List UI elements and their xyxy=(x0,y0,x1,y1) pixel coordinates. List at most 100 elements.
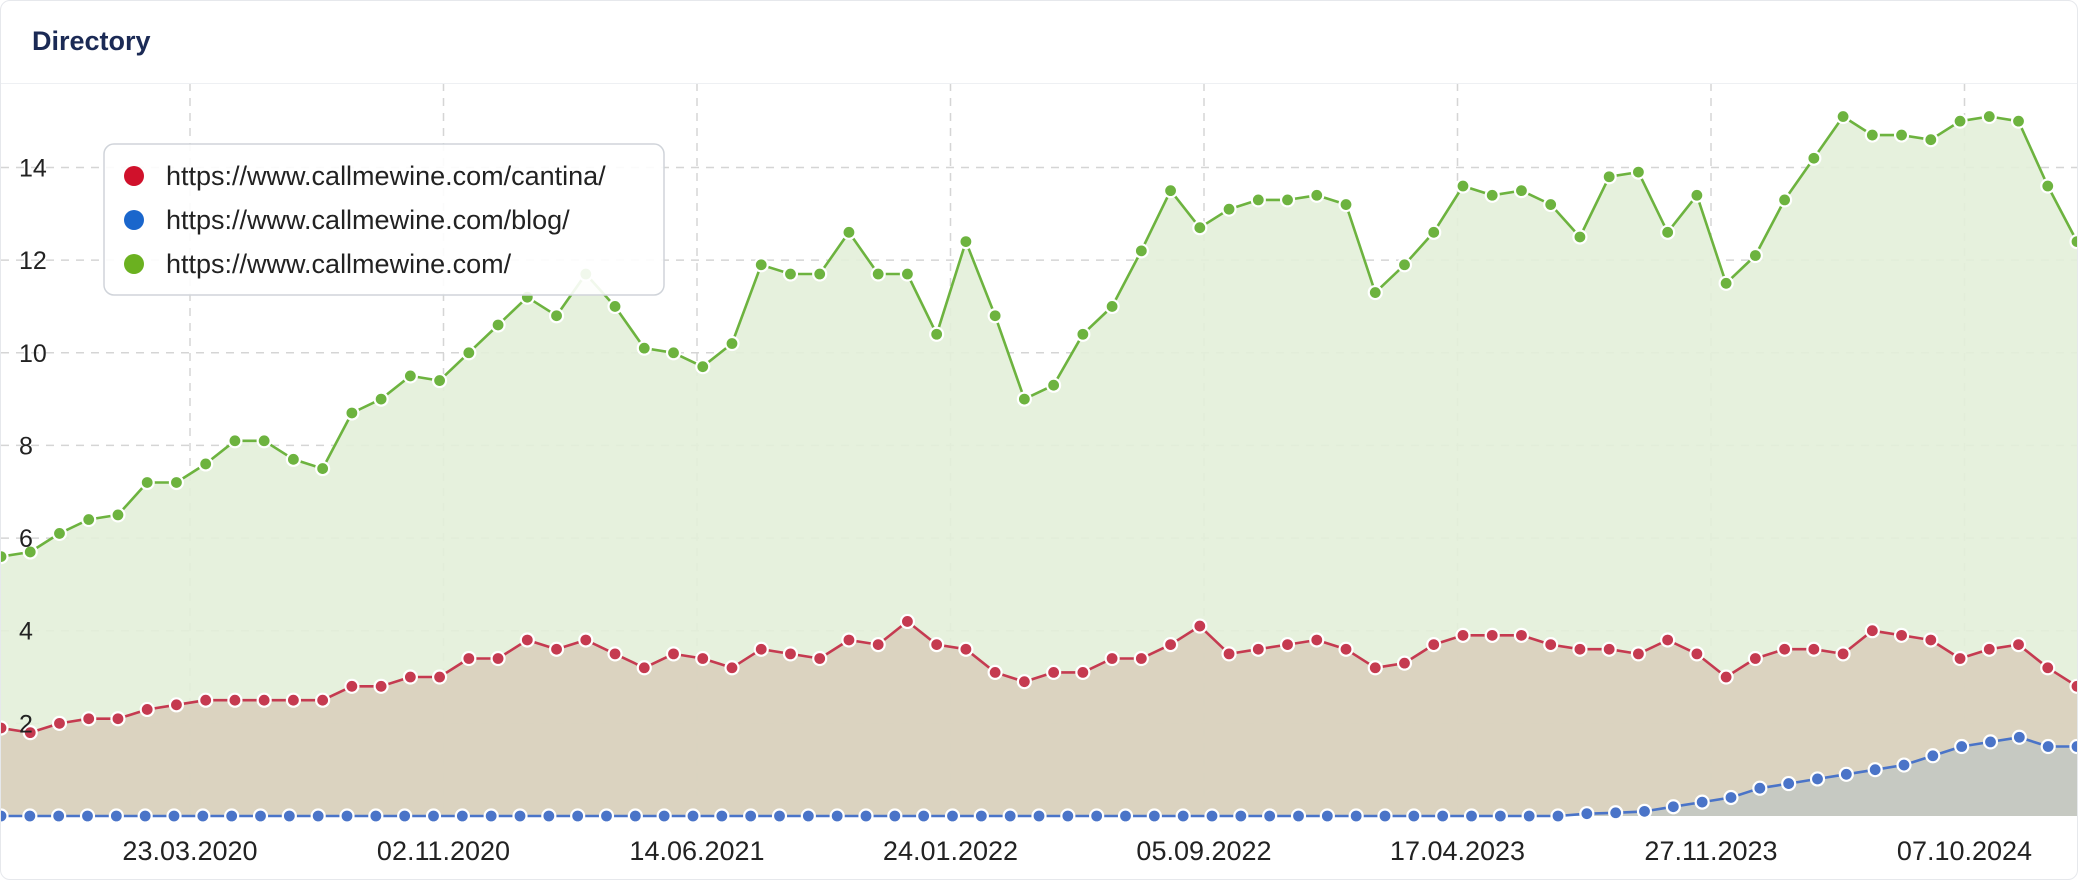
data-point[interactable] xyxy=(1162,183,1179,199)
data-point[interactable] xyxy=(1233,808,1249,824)
data-point[interactable] xyxy=(665,646,682,662)
data-point[interactable] xyxy=(461,345,477,361)
data-point[interactable] xyxy=(607,646,623,662)
data-point[interactable] xyxy=(166,808,182,824)
data-point[interactable] xyxy=(1175,808,1191,824)
data-point[interactable] xyxy=(1104,650,1120,667)
data-point[interactable] xyxy=(2010,637,2027,653)
data-point[interactable] xyxy=(402,368,418,384)
data-point[interactable] xyxy=(1031,808,1047,824)
data-point[interactable] xyxy=(1896,757,1912,773)
data-point[interactable] xyxy=(1521,808,1537,824)
data-point[interactable] xyxy=(812,650,828,667)
data-point[interactable] xyxy=(315,692,331,708)
data-point[interactable] xyxy=(1723,789,1739,806)
data-point[interactable] xyxy=(1864,127,1880,143)
data-point[interactable] xyxy=(771,808,788,824)
data-point[interactable] xyxy=(2010,113,2027,129)
data-point[interactable] xyxy=(1835,108,1851,125)
data-point[interactable] xyxy=(2069,234,2078,250)
data-point[interactable] xyxy=(1636,803,1653,819)
data-point[interactable] xyxy=(1752,780,1768,796)
data-point[interactable] xyxy=(1665,799,1681,815)
data-point[interactable] xyxy=(1893,127,1910,143)
data-point[interactable] xyxy=(110,507,126,523)
data-point[interactable] xyxy=(344,405,360,421)
data-point[interactable] xyxy=(841,224,857,240)
data-point[interactable] xyxy=(1089,808,1105,824)
data-point[interactable] xyxy=(2040,738,2056,755)
data-point[interactable] xyxy=(1192,220,1208,236)
data-point[interactable] xyxy=(1777,641,1793,657)
data-point[interactable] xyxy=(1426,224,1442,240)
data-point[interactable] xyxy=(1367,284,1383,301)
data-point[interactable] xyxy=(110,711,126,727)
data-point[interactable] xyxy=(1162,637,1179,653)
data-point[interactable] xyxy=(1319,808,1335,824)
data-point[interactable] xyxy=(1513,627,1530,643)
data-point[interactable] xyxy=(51,525,68,542)
data-point[interactable] xyxy=(1133,650,1149,667)
data-point[interactable] xyxy=(958,234,974,250)
data-point[interactable] xyxy=(81,511,97,528)
data-point[interactable] xyxy=(373,678,389,694)
data-point[interactable] xyxy=(1982,734,1999,750)
data-point[interactable] xyxy=(1290,808,1307,824)
data-point[interactable] xyxy=(1455,178,1471,194)
data-point[interactable] xyxy=(870,266,886,282)
data-point[interactable] xyxy=(344,678,360,694)
data-point[interactable] xyxy=(368,808,384,824)
data-point[interactable] xyxy=(1660,224,1676,240)
data-point[interactable] xyxy=(2069,678,2078,694)
data-point[interactable] xyxy=(1075,664,1091,681)
data-point[interactable] xyxy=(2040,660,2056,676)
data-point[interactable] xyxy=(887,808,903,824)
data-point[interactable] xyxy=(198,456,214,472)
data-point[interactable] xyxy=(1250,641,1266,657)
data-point[interactable] xyxy=(987,664,1003,681)
data-point[interactable] xyxy=(1777,192,1793,208)
data-point[interactable] xyxy=(198,692,214,708)
data-point[interactable] xyxy=(548,641,565,657)
data-point[interactable] xyxy=(1864,623,1880,639)
data-point[interactable] xyxy=(1747,650,1763,667)
data-point[interactable] xyxy=(1426,637,1442,653)
data-point[interactable] xyxy=(1204,808,1220,824)
data-point[interactable] xyxy=(168,474,185,491)
data-point[interactable] xyxy=(1262,808,1278,824)
data-point[interactable] xyxy=(483,808,499,824)
data-point[interactable] xyxy=(1572,641,1588,657)
data-point[interactable] xyxy=(397,808,413,824)
data-point[interactable] xyxy=(665,345,682,361)
data-point[interactable] xyxy=(800,808,816,824)
data-point[interactable] xyxy=(1809,771,1826,787)
data-point[interactable] xyxy=(724,660,740,676)
data-point[interactable] xyxy=(753,641,769,657)
data-point[interactable] xyxy=(944,808,961,824)
data-point[interactable] xyxy=(1694,794,1710,810)
data-point[interactable] xyxy=(512,808,528,824)
data-point[interactable] xyxy=(1601,641,1617,657)
data-point[interactable] xyxy=(1221,201,1237,217)
data-point[interactable] xyxy=(541,808,557,824)
data-point[interactable] xyxy=(1954,738,1970,755)
data-point[interactable] xyxy=(548,308,565,324)
data-point[interactable] xyxy=(1689,187,1705,203)
data-point[interactable] xyxy=(373,391,389,407)
data-point[interactable] xyxy=(281,808,297,824)
data-point[interactable] xyxy=(256,692,272,708)
data-point[interactable] xyxy=(1747,247,1763,264)
data-point[interactable] xyxy=(1338,196,1354,213)
data-point[interactable] xyxy=(1718,275,1734,291)
data-point[interactable] xyxy=(256,433,272,449)
data-point[interactable] xyxy=(1925,748,1941,764)
data-point[interactable] xyxy=(227,692,243,708)
data-point[interactable] xyxy=(139,701,155,718)
data-point[interactable] xyxy=(227,433,243,449)
data-point[interactable] xyxy=(899,613,916,630)
data-point[interactable] xyxy=(607,298,623,315)
data-point[interactable] xyxy=(1016,674,1032,690)
data-point[interactable] xyxy=(454,808,470,824)
data-point[interactable] xyxy=(578,632,594,648)
data-point[interactable] xyxy=(1002,808,1018,824)
